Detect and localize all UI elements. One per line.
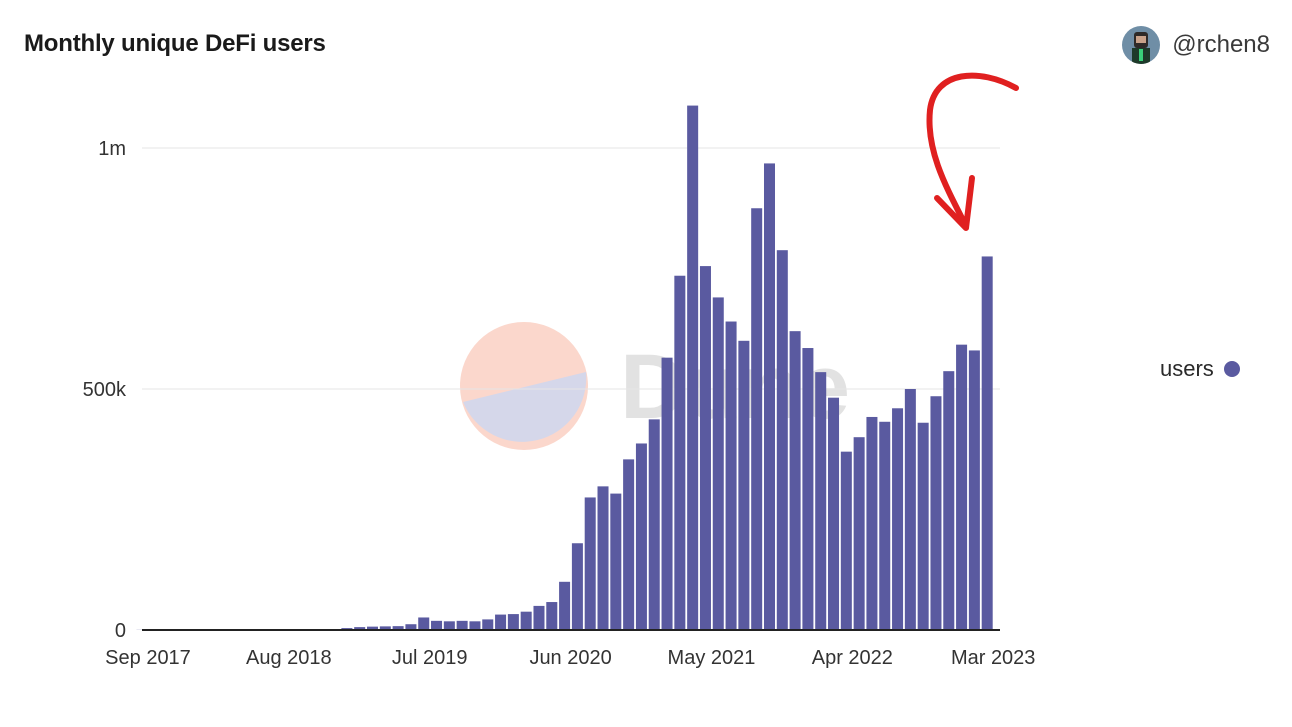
legend-label: users xyxy=(1160,356,1214,381)
bar-dec-2021 xyxy=(789,331,801,630)
bar-aug-2021 xyxy=(738,340,750,630)
bar-nov-2022 xyxy=(930,396,942,630)
bar-may-2020 xyxy=(546,602,558,630)
bar-feb-2020 xyxy=(507,614,519,630)
bar-sep-2020 xyxy=(597,486,609,630)
bar-dec-2020 xyxy=(635,443,647,630)
bar-nov-2020 xyxy=(623,459,635,630)
bar-apr-2020 xyxy=(533,605,545,630)
bar-jun-2021 xyxy=(712,297,724,630)
author-badge[interactable]: @rchen8 xyxy=(1122,26,1270,64)
y-tick-label: 500k xyxy=(83,379,127,401)
bar-oct-2022 xyxy=(917,422,929,630)
bar-feb-2021 xyxy=(661,357,673,630)
bar-aug-2020 xyxy=(584,497,596,630)
bar-feb-2023 xyxy=(968,350,980,630)
x-tick-label: Mar 2023 xyxy=(951,647,1036,669)
bar-mar-2021 xyxy=(674,275,686,630)
bar-jun-2022 xyxy=(866,416,878,630)
bar-apr-2022 xyxy=(840,451,852,630)
bar-feb-2019 xyxy=(354,627,366,630)
bar-nov-2019 xyxy=(469,621,481,630)
x-tick-label: May 2021 xyxy=(668,647,756,669)
legend-marker-icon xyxy=(1223,361,1240,377)
bar-jul-2022 xyxy=(879,421,891,630)
x-tick-label: Jul 2019 xyxy=(392,647,468,669)
bar-mar-2019 xyxy=(367,626,379,630)
bar-jun-2019 xyxy=(405,624,417,630)
bar-feb-2022 xyxy=(815,372,827,630)
bar-apr-2021 xyxy=(687,105,699,630)
x-tick-label: Jun 2020 xyxy=(529,647,611,669)
bar-oct-2020 xyxy=(610,493,622,630)
bar-jan-2023 xyxy=(956,344,968,630)
bar-jun-2020 xyxy=(559,581,571,630)
bar-aug-2019 xyxy=(431,620,443,630)
bar-jan-2021 xyxy=(648,419,660,630)
bar-may-2022 xyxy=(853,437,865,630)
bar-jan-2022 xyxy=(802,348,814,630)
bar-dec-2019 xyxy=(482,619,494,630)
bar-oct-2019 xyxy=(456,620,468,630)
chart-title: Monthly unique DeFi users xyxy=(24,30,326,57)
bar-nov-2021 xyxy=(776,250,788,630)
bar-mar-2022 xyxy=(828,397,840,630)
bar-mar-2023 xyxy=(981,256,993,630)
bar-sep-2019 xyxy=(443,621,455,630)
bar-sep-2022 xyxy=(904,389,916,630)
bar-oct-2021 xyxy=(763,163,775,631)
x-tick-label: Apr 2022 xyxy=(812,647,893,669)
author-handle[interactable]: @rchen8 xyxy=(1172,31,1270,58)
bar-jul-2021 xyxy=(725,321,737,630)
annotation-arrow-icon xyxy=(926,72,1019,231)
bar-jul-2020 xyxy=(571,543,583,630)
y-tick-label: 0 xyxy=(115,620,126,642)
bar-sep-2021 xyxy=(751,208,763,630)
bar-mar-2020 xyxy=(520,611,532,630)
bar-dec-2022 xyxy=(943,371,955,630)
y-tick-label: 1m xyxy=(98,138,126,160)
x-tick-label: Aug 2018 xyxy=(246,647,332,669)
legend[interactable]: users xyxy=(1160,356,1240,382)
bar-may-2019 xyxy=(392,626,404,630)
bar-jan-2020 xyxy=(495,614,507,630)
x-tick-label: Sep 2017 xyxy=(105,647,191,669)
avatar-icon[interactable] xyxy=(1122,26,1161,64)
bar-apr-2019 xyxy=(379,626,391,630)
bar-aug-2022 xyxy=(892,408,904,630)
bar-may-2021 xyxy=(699,266,711,630)
bar-jul-2019 xyxy=(418,617,430,630)
